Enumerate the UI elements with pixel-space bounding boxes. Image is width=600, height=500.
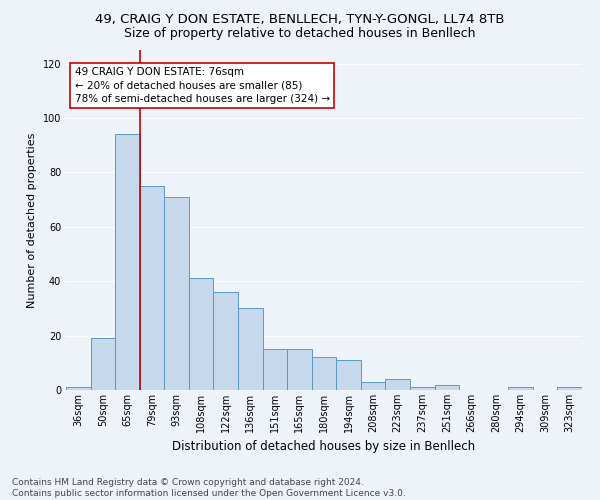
Text: 49 CRAIG Y DON ESTATE: 76sqm
← 20% of detached houses are smaller (85)
78% of se: 49 CRAIG Y DON ESTATE: 76sqm ← 20% of de… xyxy=(74,67,330,104)
Bar xyxy=(189,278,214,390)
X-axis label: Distribution of detached houses by size in Benllech: Distribution of detached houses by size … xyxy=(172,440,476,454)
Y-axis label: Number of detached properties: Number of detached properties xyxy=(27,132,37,308)
Bar xyxy=(263,349,287,390)
Bar xyxy=(385,379,410,390)
Bar xyxy=(238,308,263,390)
Bar xyxy=(214,292,238,390)
Bar xyxy=(140,186,164,390)
Text: Size of property relative to detached houses in Benllech: Size of property relative to detached ho… xyxy=(124,28,476,40)
Bar xyxy=(336,360,361,390)
Bar xyxy=(557,388,582,390)
Text: 49, CRAIG Y DON ESTATE, BENLLECH, TYN-Y-GONGL, LL74 8TB: 49, CRAIG Y DON ESTATE, BENLLECH, TYN-Y-… xyxy=(95,12,505,26)
Bar xyxy=(164,197,189,390)
Bar xyxy=(66,388,91,390)
Bar xyxy=(115,134,140,390)
Bar xyxy=(287,349,312,390)
Bar xyxy=(361,382,385,390)
Bar xyxy=(91,338,115,390)
Bar xyxy=(312,358,336,390)
Bar xyxy=(434,384,459,390)
Bar xyxy=(508,388,533,390)
Bar xyxy=(410,388,434,390)
Text: Contains HM Land Registry data © Crown copyright and database right 2024.
Contai: Contains HM Land Registry data © Crown c… xyxy=(12,478,406,498)
